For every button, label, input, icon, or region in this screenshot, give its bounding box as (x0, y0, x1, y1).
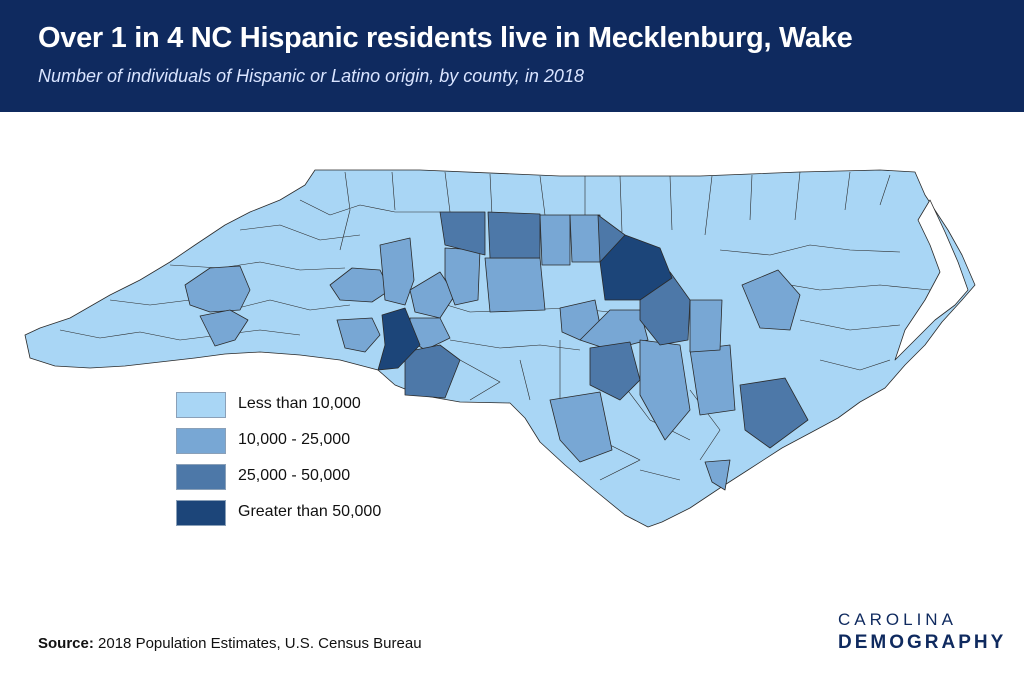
county-lines (59, 171, 931, 481)
county-orange (569, 214, 601, 263)
header-banner: Over 1 in 4 NC Hispanic residents live i… (0, 0, 1024, 112)
logo-line-carolina: CAROLINA (838, 610, 957, 629)
carolina-demography-logo: CAROLINA DEMOGRAPHY (838, 610, 1008, 654)
source-text: 2018 Population Estimates, U.S. Census B… (93, 635, 422, 652)
logo-line-demography: DEMOGRAPHY (838, 632, 1007, 653)
county-cumberland (639, 339, 691, 441)
county-pitt (741, 269, 801, 331)
county-mecklenburg (377, 307, 421, 371)
page-subtitle: Number of individuals of Hispanic or Lat… (38, 66, 584, 86)
county-union (404, 344, 461, 399)
source-label: Source: (38, 635, 94, 652)
county-wake (599, 234, 673, 301)
county-forsyth (439, 211, 486, 256)
legend-label: Greater than 50,000 (238, 503, 382, 520)
county-iredell (379, 237, 415, 306)
county-alamance (539, 214, 571, 266)
legend-swatch (176, 428, 226, 454)
pamlico-sound (894, 199, 969, 361)
state-outline (24, 169, 976, 528)
county-brunswick-part (704, 459, 731, 491)
county-buncombe (184, 265, 251, 313)
page-title: Over 1 in 4 NC Hispanic residents live i… (38, 22, 853, 54)
legend-label: Less than 10,000 (238, 395, 361, 412)
legend-label: 25,000 - 50,000 (238, 467, 351, 484)
source-note: Source: 2018 Population Estimates, U.S. … (38, 635, 422, 652)
county-randolph (484, 257, 546, 313)
county-rowan (409, 271, 456, 319)
county-henderson (199, 309, 249, 347)
nc-county-map (24, 169, 976, 528)
county-onslow (739, 377, 809, 449)
county-robeson (549, 391, 613, 463)
legend-swatch (176, 500, 226, 526)
county-guilford (487, 211, 541, 259)
county-gaston (336, 317, 381, 353)
legend-swatch (176, 392, 226, 418)
legend-swatch (176, 464, 226, 490)
county-duplin (589, 341, 641, 401)
county-wayne (689, 299, 723, 353)
legend-label: 10,000 - 25,000 (238, 431, 351, 448)
